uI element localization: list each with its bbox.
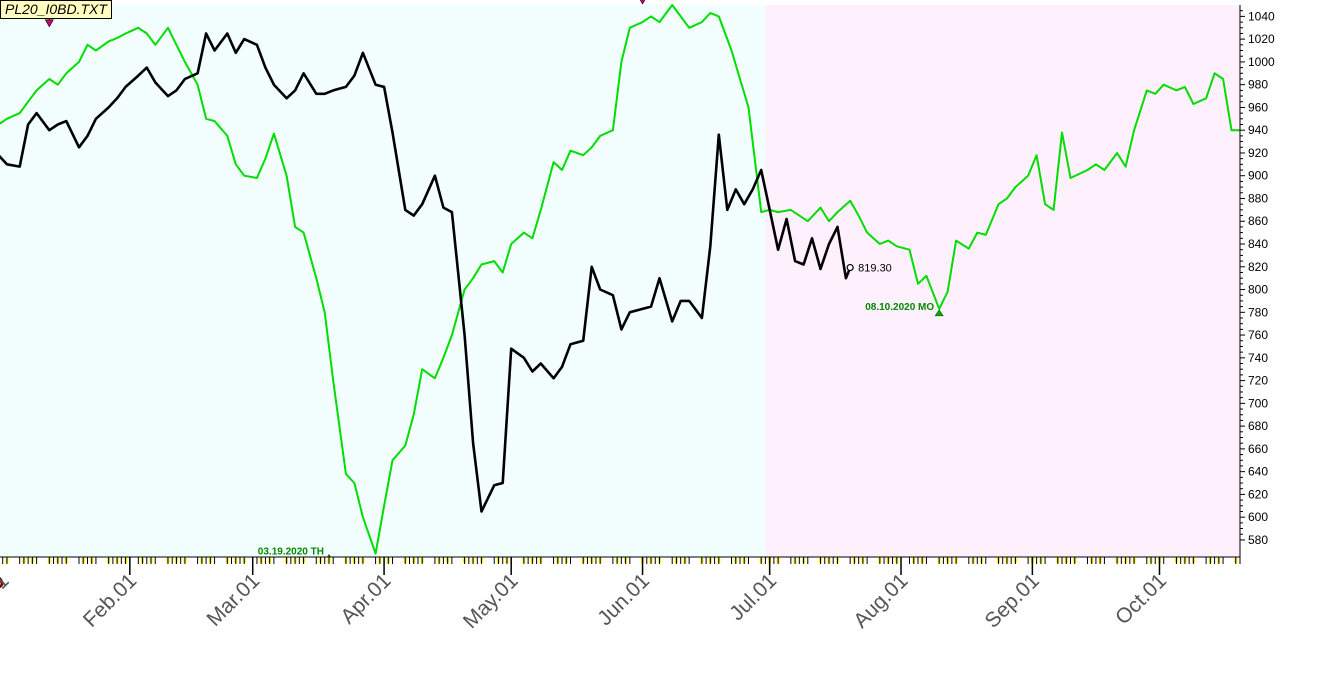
- y-tick-label: 580: [1248, 533, 1268, 547]
- y-tick-label: 820: [1248, 260, 1268, 274]
- x-tick-label: Aug.01: [849, 569, 912, 632]
- trough-arrow-icon: [934, 309, 944, 317]
- x-tick-label: Jul.01: [725, 569, 781, 625]
- y-tick-label: 960: [1248, 100, 1268, 114]
- y-tick-label: 700: [1248, 396, 1268, 410]
- x-axis: 2020 Feb.01 Mar.01 Apr.01 May.01 Jun.01 Jul.01…: [0, 556, 1241, 633]
- x-tick-label: Feb.01: [79, 569, 142, 632]
- peak-arrow-icon: [44, 19, 54, 28]
- last-value-marker: [846, 263, 854, 272]
- x-axis-band: [0, 557, 1240, 565]
- x-tick-label: Jun.01: [593, 569, 654, 630]
- y-tick-label: 980: [1248, 78, 1268, 92]
- background-regions: [0, 5, 1240, 557]
- last-value-label: 819.30: [858, 263, 892, 275]
- y-tick-label: 1020: [1248, 32, 1275, 46]
- x-tick-label-partial: .01: [0, 569, 14, 606]
- y-tick-label: 600: [1248, 510, 1268, 524]
- y-tick-label: 720: [1248, 374, 1268, 388]
- y-tick-label: 800: [1248, 283, 1268, 297]
- y-tick-label: 780: [1248, 305, 1268, 319]
- y-tick-label: 1000: [1248, 55, 1275, 69]
- y-tick-label: 840: [1248, 237, 1268, 251]
- y-tick-label: 740: [1248, 351, 1268, 365]
- y-tick-label: 760: [1248, 328, 1268, 342]
- y-tick-label: 860: [1248, 214, 1268, 228]
- x-tick-label: May.01: [459, 569, 523, 633]
- y-axis: 580 600 620 640 660 680 700 720 740 760 780 800 820 8…: [1239, 5, 1275, 557]
- x-tick-label: Sep.01: [981, 569, 1044, 632]
- x-tick-label: Mar.01: [203, 569, 265, 631]
- trough-annotation: 03.19.2020 TH: [258, 547, 324, 558]
- y-tick-label: 620: [1248, 487, 1268, 501]
- y-tick-label: 880: [1248, 191, 1268, 205]
- series-lines: 819.30: [0, 4, 1240, 555]
- file-title: PL20_I0BD.TXT: [0, 0, 112, 19]
- y-tick-label: 940: [1248, 123, 1268, 137]
- y-tick-label: 680: [1248, 419, 1268, 433]
- peak-arrow-icon: [639, 0, 646, 5]
- x-tick-label: Apr.01: [336, 569, 395, 628]
- x-tick-label: Oct.01: [1111, 569, 1171, 629]
- trough-annotation: 08.10.2020 MO: [865, 302, 934, 313]
- y-tick-label: 1040: [1248, 9, 1275, 23]
- series-line-0: [0, 4, 1240, 555]
- y-tick-label: 900: [1248, 169, 1268, 183]
- y-tick-label: 920: [1248, 146, 1268, 160]
- y-tick-label: 660: [1248, 442, 1268, 456]
- series-line-1: [0, 32, 852, 513]
- y-tick-label: 640: [1248, 465, 1268, 479]
- background-region-1: [765, 5, 1240, 557]
- background-region-0: [0, 5, 766, 557]
